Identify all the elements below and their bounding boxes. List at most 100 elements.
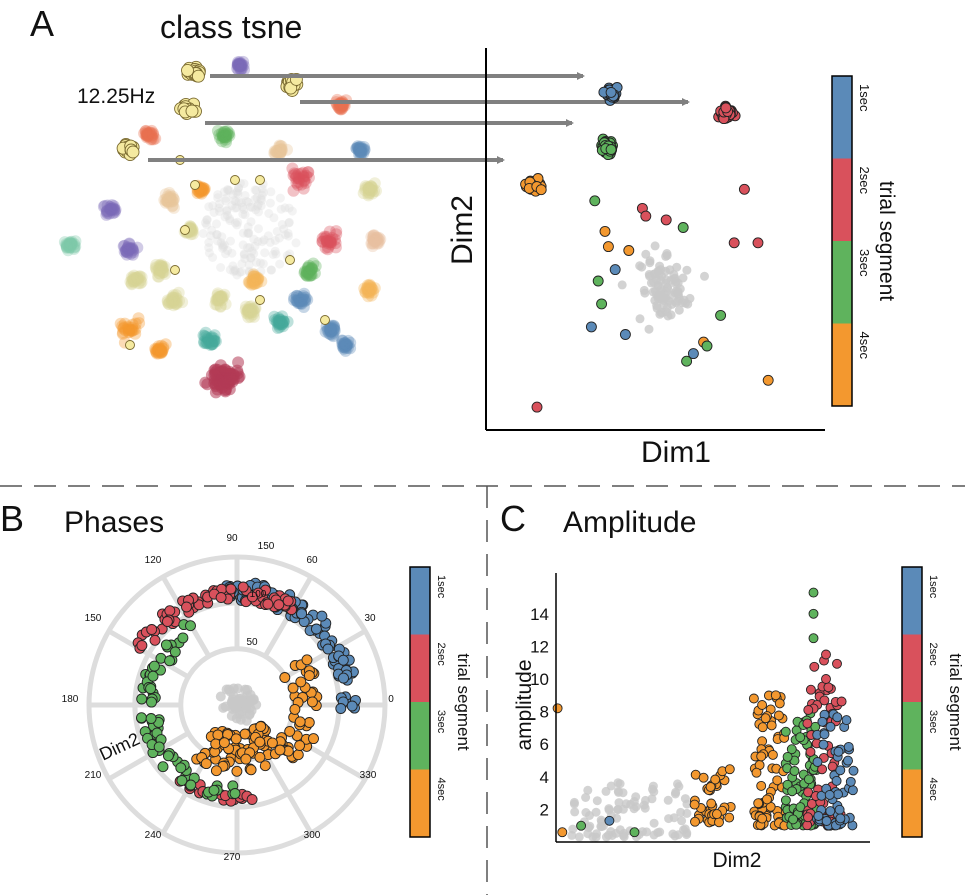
legend-swatch-4sec xyxy=(410,769,430,837)
tsne-point xyxy=(258,259,268,269)
tsne-point xyxy=(294,295,306,307)
tsne-point xyxy=(287,206,297,216)
tsne-point xyxy=(124,324,137,337)
legend-swatch-3sec xyxy=(410,702,430,770)
tsne-point xyxy=(246,217,256,227)
tsne-point xyxy=(218,131,231,144)
tsne-point xyxy=(365,181,378,194)
tsne-point xyxy=(249,275,261,288)
tsne-point xyxy=(246,273,259,286)
tsne-point xyxy=(362,187,375,200)
phase-point xyxy=(284,725,296,737)
tsne-point xyxy=(122,320,135,333)
amplitude-point xyxy=(748,693,759,704)
legend-label-3sec: 3sec xyxy=(927,710,939,734)
tsne-point xyxy=(58,236,71,249)
tsne-point xyxy=(292,297,305,309)
amplitude-point xyxy=(836,696,847,707)
tsne-point xyxy=(251,276,264,289)
tsne-point xyxy=(225,216,235,226)
tsne-point xyxy=(156,264,169,277)
tsne-point xyxy=(167,192,180,205)
tsne-point xyxy=(149,132,162,145)
tsne-point xyxy=(359,182,372,194)
tsne-point xyxy=(244,228,254,238)
tsne-point xyxy=(255,258,265,268)
tsne-point xyxy=(65,237,78,250)
tsne-point xyxy=(200,331,213,343)
phase-point xyxy=(149,634,161,646)
tsne-point xyxy=(291,178,304,191)
tsne-point xyxy=(154,344,167,357)
tsne-point xyxy=(327,330,340,343)
phase-point xyxy=(338,672,349,684)
dim-point xyxy=(589,195,601,207)
tsne-point xyxy=(354,145,367,158)
dim-point xyxy=(650,241,660,251)
tsne-point xyxy=(260,248,270,258)
tsne-point xyxy=(273,144,286,157)
tsne-point xyxy=(318,230,331,243)
tsne-point xyxy=(104,204,117,217)
tsne-point xyxy=(64,241,77,254)
tsne-point xyxy=(198,229,208,238)
tsne-point xyxy=(247,274,260,287)
tsne-point xyxy=(254,224,263,234)
tsne-point xyxy=(222,128,235,141)
amplitude-point xyxy=(668,829,678,839)
tsne-point xyxy=(162,192,175,205)
tsne-point xyxy=(274,147,287,160)
amplitude-point xyxy=(689,799,700,810)
tsne-point xyxy=(336,101,349,114)
dim-point xyxy=(678,273,688,283)
tsne-point xyxy=(233,57,246,70)
tsne-point xyxy=(167,201,180,214)
tsne-point xyxy=(243,304,256,316)
phase-point xyxy=(239,728,251,740)
tsne-point xyxy=(250,185,260,195)
tsne-point xyxy=(165,297,178,309)
phase-point xyxy=(303,670,315,682)
tsne-point xyxy=(155,344,167,357)
tsne-point xyxy=(228,261,238,271)
tsne-point xyxy=(165,194,178,207)
polar-spoke xyxy=(107,730,190,782)
tsne-point xyxy=(231,196,241,206)
tsne-point xyxy=(153,267,166,280)
tsne-point xyxy=(341,338,354,351)
tsne-point xyxy=(217,130,230,143)
tsne-point xyxy=(101,207,114,220)
legend-a: 1sec 2sec 3sec 4sec trial segment xyxy=(831,75,898,407)
tsne-point xyxy=(250,241,260,251)
tsne-point xyxy=(299,265,311,278)
tsne-point xyxy=(305,262,318,275)
tsne-point xyxy=(247,308,260,321)
polar-radial-tick: 150 xyxy=(258,541,275,552)
tsne-point xyxy=(147,127,160,140)
tsne-highlight-point xyxy=(180,225,190,235)
tsne-point xyxy=(283,231,293,241)
amplitude-point xyxy=(585,821,595,831)
tsne-point xyxy=(338,339,351,351)
panel-a: A class tsne Dim1 Dim2 12.25Hz xyxy=(30,3,825,469)
phase-point xyxy=(230,733,242,745)
tsne-point xyxy=(322,241,335,254)
tsne-point xyxy=(274,314,287,326)
tsne-point xyxy=(229,195,239,205)
tsne-point xyxy=(126,321,138,334)
dim-point xyxy=(681,355,693,367)
tsne-point xyxy=(126,275,139,287)
phase-point xyxy=(228,683,239,694)
tsne-point xyxy=(214,203,224,213)
amplitude-point xyxy=(805,746,816,757)
tsne-point xyxy=(336,340,349,353)
tsne-point xyxy=(225,214,235,224)
tsne-point xyxy=(231,58,244,71)
dim-point xyxy=(596,298,608,310)
tsne-point xyxy=(357,147,370,160)
tsne-point xyxy=(206,338,219,351)
tsne-point xyxy=(145,127,158,140)
tsne-point xyxy=(363,278,376,291)
tsne-point xyxy=(363,182,376,195)
phase-point xyxy=(242,684,253,695)
